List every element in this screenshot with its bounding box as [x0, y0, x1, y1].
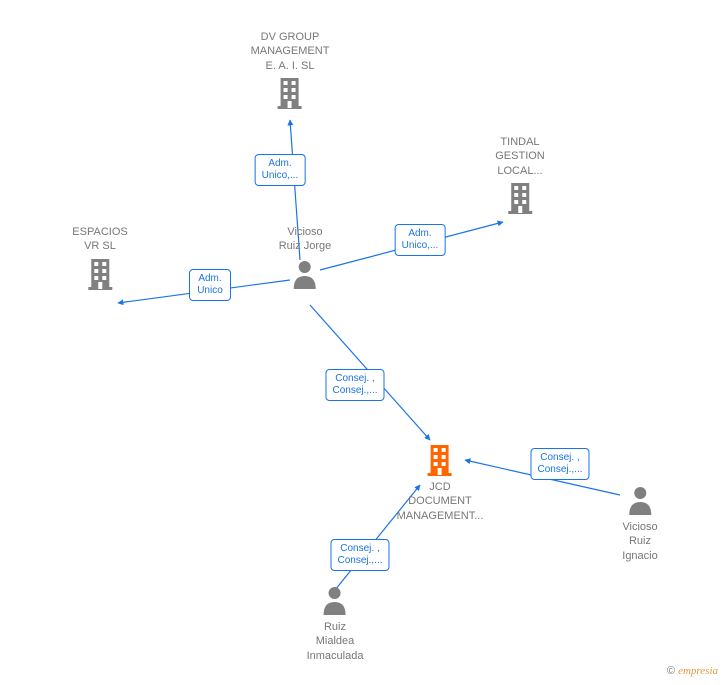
edges-layer [0, 0, 728, 685]
node-label: JCD DOCUMENT MANAGEMENT... [397, 480, 484, 523]
building-icon [72, 254, 127, 294]
node-espacios[interactable]: ESPACIOS VR SL [72, 225, 127, 294]
node-vicioso_jorge[interactable]: Vicioso Ruiz Jorge [279, 225, 332, 294]
node-label: TINDAL GESTION LOCAL... [495, 135, 545, 178]
node-dv_group[interactable]: DV GROUP MANAGEMENT E. A. I. SL [251, 30, 330, 113]
person-icon [279, 254, 332, 294]
node-jcd[interactable]: JCD DOCUMENT MANAGEMENT... [397, 440, 484, 523]
edge-label: Consej. , Consej.,... [330, 539, 389, 571]
person-icon [307, 580, 364, 620]
edge-label: Adm. Unico,... [255, 154, 306, 186]
edge-label: Consej. , Consej.,... [530, 448, 589, 480]
person-icon [622, 480, 657, 520]
edge-label: Adm. Unico [189, 269, 231, 301]
building-icon [251, 73, 330, 113]
node-vicioso_ignacio[interactable]: Vicioso Ruiz Ignacio [622, 480, 657, 563]
building-icon [397, 440, 484, 480]
edge-label: Consej. , Consej.,... [325, 369, 384, 401]
node-tindal[interactable]: TINDAL GESTION LOCAL... [495, 135, 545, 218]
node-label: ESPACIOS VR SL [72, 225, 127, 254]
node-ruiz_mialdea[interactable]: Ruiz Mialdea Inmaculada [307, 580, 364, 663]
edge-label: Adm. Unico,... [395, 224, 446, 256]
node-label: Vicioso Ruiz Jorge [279, 225, 332, 254]
network-diagram: DV GROUP MANAGEMENT E. A. I. SL TINDAL G… [0, 0, 728, 685]
building-icon [495, 178, 545, 218]
node-label: Vicioso Ruiz Ignacio [622, 520, 657, 563]
node-label: DV GROUP MANAGEMENT E. A. I. SL [251, 30, 330, 73]
node-label: Ruiz Mialdea Inmaculada [307, 620, 364, 663]
